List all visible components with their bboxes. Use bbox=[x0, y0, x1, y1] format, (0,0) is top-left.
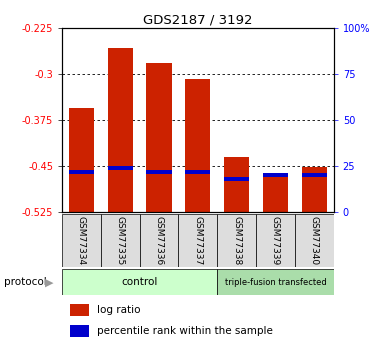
Text: GSM77335: GSM77335 bbox=[116, 216, 125, 265]
Text: GSM77338: GSM77338 bbox=[232, 216, 241, 265]
Bar bbox=[295, 214, 334, 267]
Bar bbox=[62, 269, 217, 295]
Bar bbox=[140, 214, 178, 267]
Text: control: control bbox=[121, 277, 158, 287]
Text: GSM77339: GSM77339 bbox=[271, 216, 280, 265]
Bar bbox=[101, 214, 140, 267]
Bar bbox=[70, 325, 89, 337]
Text: log ratio: log ratio bbox=[97, 305, 141, 315]
Bar bbox=[147, 63, 172, 212]
Bar bbox=[69, 169, 94, 174]
Bar bbox=[108, 166, 133, 170]
Text: ▶: ▶ bbox=[45, 277, 53, 287]
Bar bbox=[224, 177, 249, 181]
Text: percentile rank within the sample: percentile rank within the sample bbox=[97, 326, 273, 336]
Bar bbox=[217, 269, 334, 295]
Title: GDS2187 / 3192: GDS2187 / 3192 bbox=[143, 13, 253, 27]
Bar bbox=[62, 214, 101, 267]
Bar bbox=[263, 174, 288, 212]
Text: GSM77336: GSM77336 bbox=[154, 216, 164, 265]
Text: GSM77340: GSM77340 bbox=[310, 216, 319, 265]
Bar bbox=[178, 214, 217, 267]
Bar bbox=[263, 173, 288, 177]
Bar bbox=[108, 48, 133, 212]
Bar bbox=[185, 169, 211, 174]
Text: GSM77334: GSM77334 bbox=[77, 216, 86, 265]
Bar bbox=[302, 173, 327, 177]
Text: GSM77337: GSM77337 bbox=[193, 216, 203, 265]
Bar bbox=[185, 79, 211, 212]
Bar bbox=[302, 167, 327, 212]
Bar bbox=[224, 157, 249, 212]
Bar bbox=[69, 108, 94, 212]
Bar bbox=[147, 169, 172, 174]
Bar bbox=[70, 304, 89, 316]
Bar bbox=[256, 214, 295, 267]
Text: triple-fusion transfected: triple-fusion transfected bbox=[225, 277, 326, 287]
Bar bbox=[217, 214, 256, 267]
Text: protocol: protocol bbox=[4, 277, 47, 287]
